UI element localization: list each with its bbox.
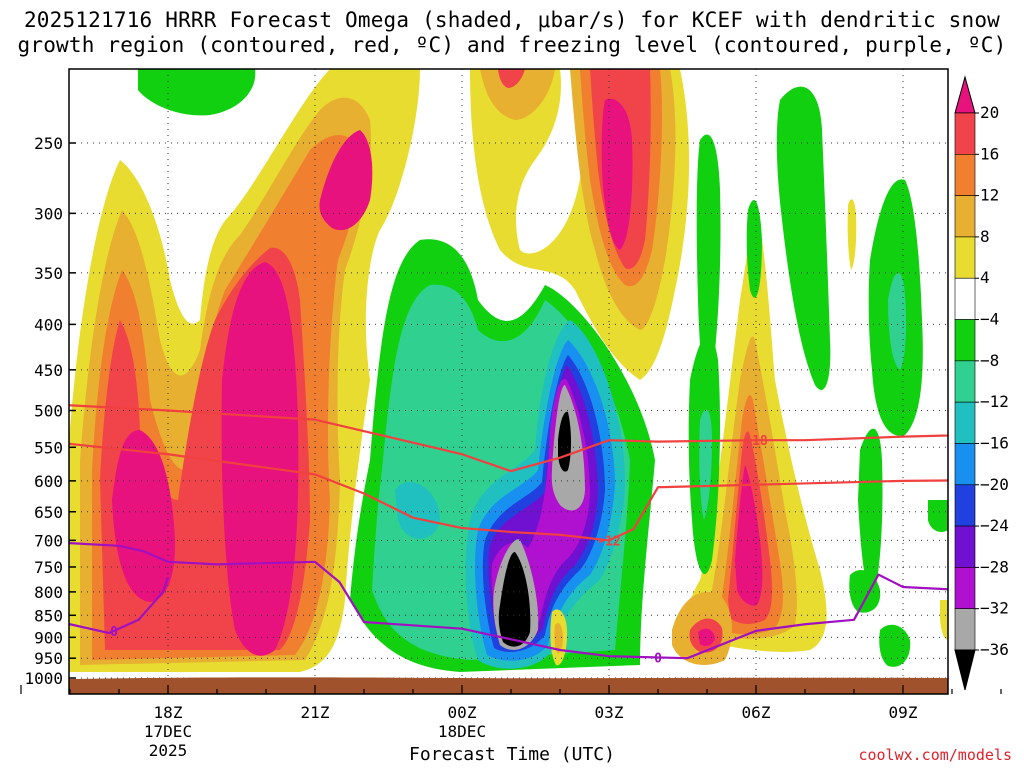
- y-tick-label: 250: [34, 134, 63, 153]
- omega-area: [940, 600, 948, 640]
- y-tick-label: 900: [34, 628, 63, 647]
- colorbar-bin: [954, 277, 976, 320]
- omega-area: [698, 628, 715, 646]
- x-tick-label: 18Z: [154, 703, 183, 722]
- colorbar-bin: [954, 360, 976, 403]
- colorbar-label: 8: [980, 227, 990, 246]
- colorbar-bin: [954, 608, 976, 651]
- omega-area: [888, 273, 907, 370]
- omega-area: [319, 130, 373, 231]
- omega-area: [601, 98, 633, 250]
- y-tick-label: 1000: [24, 669, 63, 688]
- y-axis: 250 300 350 400 450 500 550 600 650 700 750 800 850 9…: [24, 134, 76, 688]
- colorbar-bin: [954, 112, 976, 155]
- plot-frame: [68, 68, 949, 695]
- colorbar-label: −36: [980, 640, 1009, 659]
- y-tick-label: 700: [34, 531, 63, 550]
- contour-freezing_0_low: [69, 576, 170, 635]
- gridlines: [69, 69, 948, 694]
- colorbar-label: 4: [980, 268, 990, 287]
- x-tick-label: 21Z: [301, 703, 330, 722]
- x-tick-label: 03Z: [595, 703, 624, 722]
- y-tick-label: 800: [34, 583, 63, 602]
- colorbar-label: −24: [980, 516, 1009, 535]
- y-tick-label: 950: [34, 649, 63, 668]
- colorbar-label: 12: [980, 186, 999, 205]
- omega-area: [928, 500, 948, 532]
- omega-area: [879, 624, 911, 667]
- colorbar-label: −8: [980, 351, 999, 370]
- y-tick-label: 300: [34, 204, 63, 223]
- omega-area: [138, 69, 256, 116]
- contour-dgz_-18: [69, 404, 948, 473]
- omega-area: [858, 428, 883, 600]
- omega-area: [498, 552, 531, 647]
- y-tick-label: 400: [34, 315, 63, 334]
- omega-area: [395, 481, 440, 539]
- colorbar-label: −4: [980, 310, 999, 329]
- colorbar-bin: [954, 236, 976, 279]
- chart-title-line-1: 2025121716 HRRR Forecast Omega (shaded, …: [23, 8, 1001, 32]
- credit-text: coolwx.com/models: [858, 746, 1012, 764]
- x-tick-label: 06Z: [742, 703, 771, 722]
- contour-freezing_0: [69, 541, 948, 660]
- colorbar-label: 20: [980, 103, 999, 122]
- x-tick-label: 18DEC: [438, 722, 486, 741]
- omega-area: [699, 409, 712, 520]
- y-tick-label: 350: [34, 264, 63, 283]
- y-tick-label: 450: [34, 361, 63, 380]
- x-axis-title: Forecast Time (UTC): [409, 744, 615, 765]
- omega-shading: [69, 69, 948, 672]
- omega-area: [480, 69, 555, 120]
- colorbar-label: −16: [980, 433, 1009, 452]
- colorbar-label: −28: [980, 557, 1009, 576]
- omega-area: [746, 200, 762, 298]
- colorbar-bin: [954, 401, 976, 444]
- colorbar-bin: [954, 484, 976, 527]
- contour-label: -12: [597, 534, 620, 549]
- colorbar-label: −20: [980, 475, 1009, 494]
- colorbar-bin: [954, 195, 976, 238]
- contour-lines: [69, 404, 948, 660]
- y-tick-label: 750: [34, 558, 63, 577]
- colorbar-bin: [954, 525, 976, 568]
- colorbar-bin: [954, 649, 976, 691]
- y-tick-label: 600: [34, 472, 63, 491]
- omega-area: [776, 86, 831, 390]
- colorbar-label: −12: [980, 392, 1009, 411]
- colorbar-bin: [954, 319, 976, 362]
- contour-label: -18: [744, 434, 768, 449]
- colorbar-label: −32: [980, 599, 1009, 618]
- contour-label: 0: [654, 651, 662, 666]
- chart-title-line-2: growth region (contoured, red, ºC) and f…: [17, 33, 1007, 57]
- omega-area: [221, 262, 299, 656]
- omega-area: [498, 69, 525, 88]
- colorbar: 20 16 12 8 4 −4 −8 −12 −16 −20 −24 −28 −32 −36: [954, 75, 1009, 691]
- colorbar-bin: [954, 567, 976, 609]
- colorbar-bin: [954, 154, 976, 196]
- contour-dgz_-12: [69, 442, 948, 542]
- colorbar-bin: [954, 443, 976, 486]
- y-tick-label: 500: [34, 402, 63, 421]
- x-tick-label: 2025: [149, 741, 188, 760]
- omega-area: [696, 134, 721, 387]
- x-tick-label: 17DEC: [144, 722, 192, 741]
- omega-area: [849, 570, 881, 613]
- colorbar-label: 16: [980, 144, 999, 163]
- y-tick-label: 650: [34, 503, 63, 522]
- omega-area: [735, 465, 763, 606]
- contour-label: 0: [110, 625, 118, 640]
- y-tick-label: 550: [34, 438, 63, 457]
- omega-area: [554, 623, 563, 654]
- omega-area: [847, 199, 857, 270]
- x-tick-label: 09Z: [889, 703, 918, 722]
- y-tick-label: 850: [34, 606, 63, 625]
- terrain-ground: [69, 677, 948, 694]
- colorbar-bin: [954, 75, 976, 114]
- contour-labels: -18 -12 0 0: [110, 434, 768, 666]
- x-tick-label: 00Z: [448, 703, 477, 722]
